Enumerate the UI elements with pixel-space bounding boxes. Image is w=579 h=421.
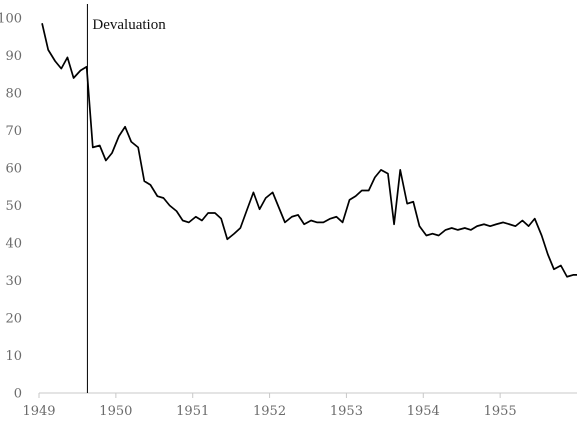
x-tick-label: 1954	[407, 404, 440, 419]
x-tick-label: 1953	[330, 404, 363, 419]
x-tick-label: 1951	[176, 404, 209, 419]
y-tick-label: 10	[5, 349, 22, 364]
devaluation-annotation: Devaluation	[92, 17, 166, 33]
x-tick-label: 1949	[22, 404, 55, 419]
x-tick-label: 1950	[99, 404, 132, 419]
y-tick-label: 70	[5, 124, 22, 139]
y-axis-ticks: 0 10 20 30 40 50 60 70 80 90 100	[0, 12, 22, 402]
y-tick-label: 80	[5, 87, 22, 102]
y-tick-label: 50	[5, 199, 22, 214]
y-tick-label: 20	[5, 312, 22, 327]
y-tick-label: 60	[5, 162, 22, 177]
x-tick-label: 1952	[253, 404, 286, 419]
y-tick-label: 0	[14, 387, 22, 402]
y-tick-label: 90	[5, 49, 22, 64]
series-points	[41, 22, 579, 279]
x-tick-label: 1955	[484, 404, 517, 419]
y-tick-label: 30	[5, 274, 22, 289]
y-tick-label: 100	[0, 12, 22, 27]
x-axis-ticks: 1949 1950 1951 1952 1953 1954 1955	[22, 393, 517, 419]
series-line	[41, 23, 577, 278]
y-tick-label: 40	[5, 237, 22, 252]
